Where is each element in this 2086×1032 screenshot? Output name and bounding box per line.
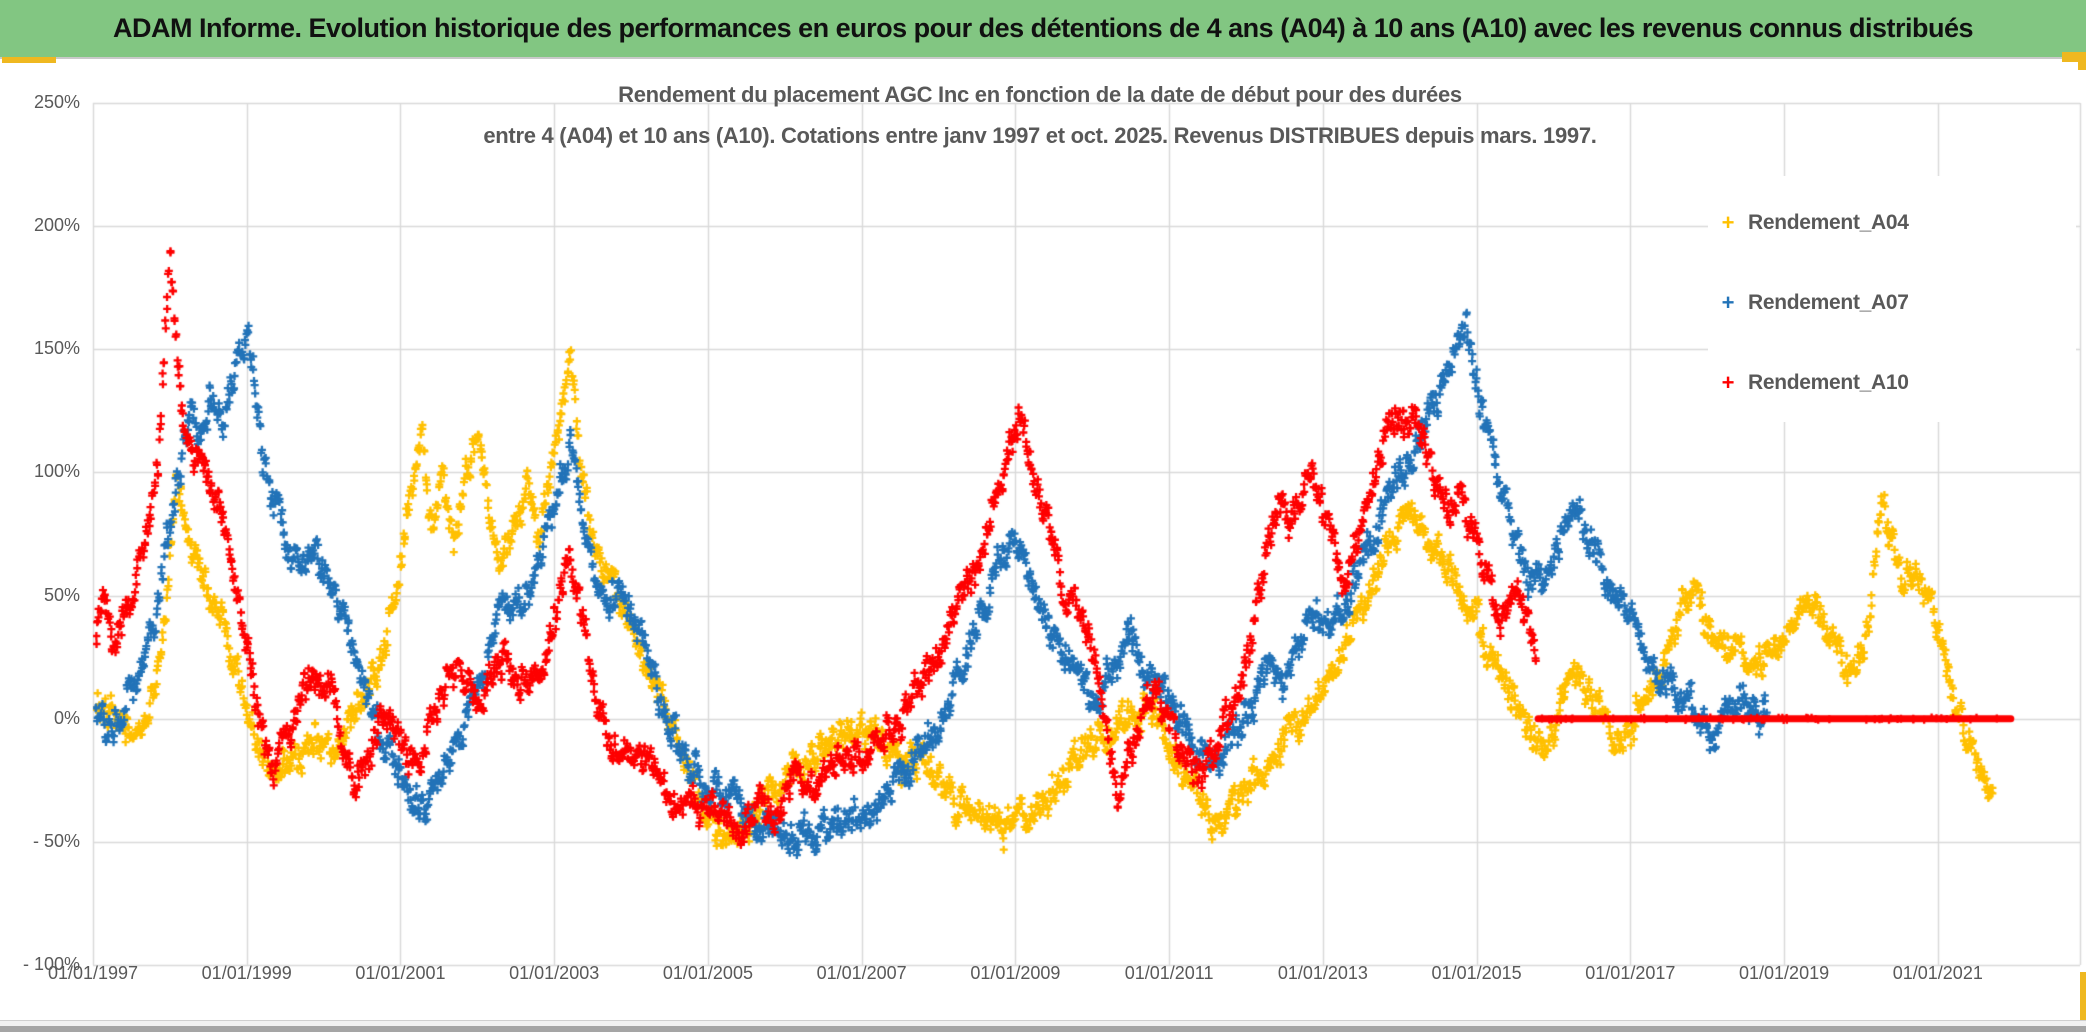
y-axis-tick-label: - 100% [22, 954, 80, 974]
x-axis-tick-label: 01/01/2001 [355, 963, 446, 983]
gold-accent-right-edge-bottom [2080, 972, 2086, 1032]
plus-marker-icon: + [1721, 370, 1735, 395]
legend-label: Rendement_A04 [1748, 211, 1909, 234]
chart-title-line2: entre 4 (A04) et 10 ans (A10). Cotations… [483, 123, 1597, 148]
legend-item-rendement-a04: + Rendement_A04 [1708, 208, 2076, 238]
y-axis-tick-label: 0% [53, 707, 80, 728]
legend-item-rendement-a07: + Rendement_A07 [1708, 288, 2076, 318]
y-axis-tick-label: 150% [33, 338, 80, 359]
legend-label: Rendement_A07 [1748, 291, 1909, 314]
x-axis-tick-label: 01/01/1997 [47, 963, 139, 983]
x-axis-tick-label: 01/01/2021 [1892, 963, 1983, 983]
x-axis-tick-label: 01/01/2005 [662, 963, 753, 983]
y-axis-tick-label: 50% [43, 584, 80, 605]
x-axis-tick-label: 01/01/2003 [509, 963, 600, 983]
x-axis-tick-label: 01/01/2013 [1277, 963, 1368, 983]
y-axis-tick-label: 250% [33, 92, 80, 112]
chart-title-line1: Rendement du placement AGC Inc en foncti… [618, 82, 1462, 107]
y-axis-tick-label: 200% [33, 215, 80, 236]
plus-marker-icon: + [1721, 290, 1735, 315]
x-axis-tick-label: 01/01/2015 [1431, 963, 1522, 983]
x-axis-tick-label: 01/01/2007 [816, 963, 907, 983]
plus-marker-icon: + [1721, 210, 1735, 235]
y-axis-tick-label: 100% [33, 461, 80, 482]
header-banner: ADAM Informe. Evolution historique des p… [0, 0, 2086, 57]
legend-label: Rendement_A10 [1748, 371, 1909, 394]
horizontal-scrollbar-track[interactable] [0, 1026, 2086, 1032]
gold-accent-right-edge-top [2078, 52, 2086, 70]
header-title: ADAM Informe. Evolution historique des p… [112, 13, 1974, 43]
x-axis-tick-label: 01/01/2011 [1124, 963, 1214, 983]
x-axis-tick-label: 01/01/2009 [970, 963, 1061, 983]
bottom-edge-strip [0, 1020, 2086, 1026]
gold-accent-top-right [2062, 52, 2086, 62]
x-axis-tick-label: 01/01/2017 [1585, 963, 1676, 983]
gold-accent-top-left [2, 57, 56, 63]
legend-item-rendement-a10: + Rendement_A10 [1708, 368, 2076, 398]
x-axis-tick-label: 01/01/2019 [1739, 963, 1830, 983]
chart-legend: + Rendement_A04 + Rendement_A07 + Rendem… [1708, 176, 2076, 422]
x-axis-tick-label: 01/01/1999 [201, 963, 292, 983]
header-underline [0, 57, 2086, 59]
y-axis-tick-label: - 50% [32, 830, 80, 851]
